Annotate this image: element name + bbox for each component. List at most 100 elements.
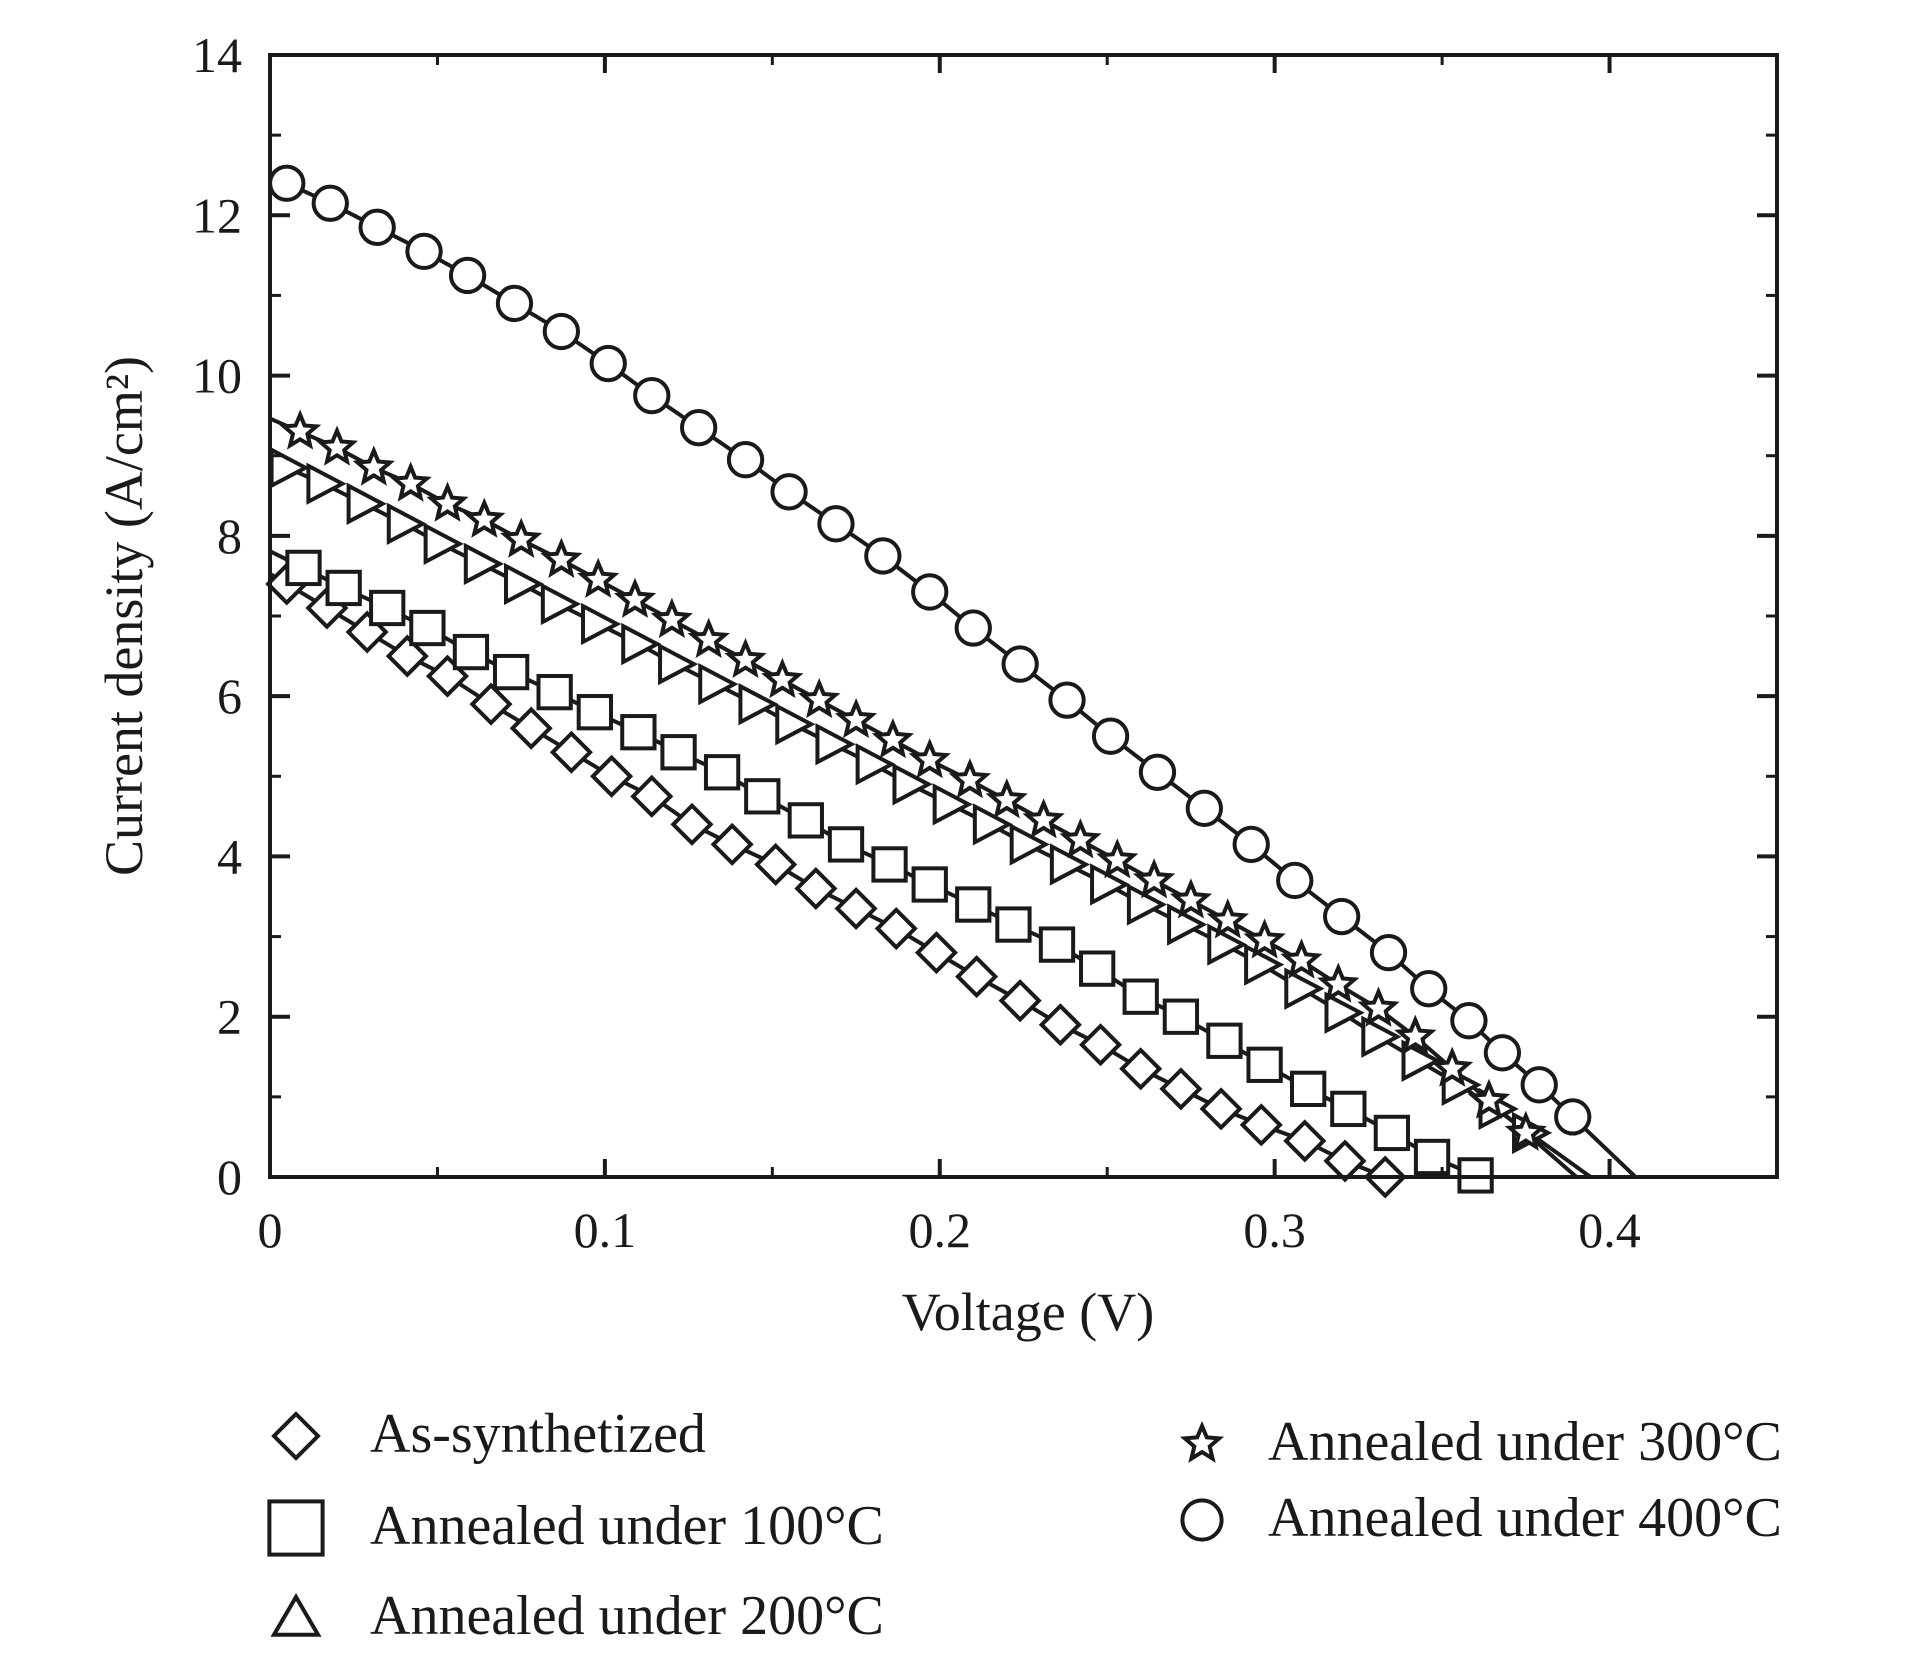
data-point-circle bbox=[864, 537, 902, 575]
data-point-star bbox=[1243, 918, 1286, 959]
data-point-square bbox=[660, 734, 697, 771]
data-point-circle bbox=[1369, 933, 1408, 972]
data-point-diamond bbox=[710, 822, 754, 866]
legend: As-synthetized Annealed under 100°C Anneal… bbox=[267, 1403, 1782, 1647]
data-point-circle bbox=[1554, 1098, 1592, 1136]
data-point-square bbox=[1079, 950, 1116, 987]
data-point-square bbox=[827, 826, 865, 863]
data-point-diamond bbox=[469, 682, 513, 726]
data-point-diamond bbox=[1038, 1003, 1082, 1047]
axis-ticks: 0 0.1 0.2 0.3 0.4 0 2 4 6 8 10 12 14 bbox=[192, 27, 1779, 1258]
data-point-square bbox=[744, 778, 781, 815]
data-point-triangle bbox=[1361, 1015, 1402, 1058]
data-point-circle bbox=[954, 609, 992, 647]
data-point-circle bbox=[358, 208, 396, 246]
data-point-triangle bbox=[1401, 1039, 1442, 1082]
data-point-diamond bbox=[549, 730, 593, 774]
legend-marker-circle bbox=[1180, 1498, 1224, 1542]
data-point-triangle bbox=[1049, 843, 1091, 886]
data-point-star bbox=[1022, 798, 1065, 839]
data-point-triangle bbox=[540, 582, 582, 626]
x-axis-title: Voltage (V) bbox=[902, 1282, 1154, 1342]
data-point-diamond bbox=[1283, 1119, 1327, 1163]
data-point-square bbox=[1246, 1046, 1283, 1083]
x-tick-label: 0.3 bbox=[1243, 1202, 1306, 1258]
data-point-square bbox=[1290, 1070, 1327, 1107]
data-point-triangle bbox=[386, 502, 427, 545]
data-point-diamond bbox=[1323, 1139, 1367, 1183]
data-point-square bbox=[452, 633, 490, 671]
y-tick-label: 6 bbox=[217, 668, 242, 724]
data-point-triangle bbox=[1284, 967, 1325, 1010]
data-point-star bbox=[1280, 938, 1323, 979]
data-point-star bbox=[1394, 1014, 1437, 1055]
data-point-diamond bbox=[1078, 1023, 1123, 1067]
data-point-star bbox=[315, 425, 358, 466]
legend-marker-square bbox=[267, 1499, 325, 1557]
data-point-star bbox=[798, 678, 841, 719]
data-point-square bbox=[1162, 998, 1200, 1035]
data-point-circle bbox=[1232, 825, 1270, 864]
data-point-triangle bbox=[1167, 903, 1208, 946]
data-point-square bbox=[536, 673, 573, 711]
data-point-star bbox=[687, 617, 730, 659]
data-point-diamond bbox=[1119, 1047, 1163, 1091]
data-point-diamond bbox=[754, 842, 798, 886]
y-tick-label: 12 bbox=[192, 187, 242, 243]
data-point-circle bbox=[1048, 681, 1086, 719]
data-point-star bbox=[834, 698, 878, 739]
data-point-star bbox=[463, 497, 506, 538]
y-tick-label: 4 bbox=[217, 828, 242, 884]
data-point-circle bbox=[405, 232, 443, 271]
data-point-triangle bbox=[775, 703, 816, 746]
data-point-triangle bbox=[463, 542, 505, 586]
data-point-circle bbox=[911, 573, 949, 611]
data-point-circle bbox=[1185, 789, 1223, 828]
data-point-circle bbox=[542, 312, 581, 351]
data-point-star bbox=[908, 738, 951, 779]
fit-line bbox=[269, 416, 1578, 1179]
data-point-circle bbox=[1276, 861, 1314, 900]
data-point-star bbox=[1132, 858, 1176, 899]
fit-line bbox=[268, 572, 1386, 1179]
data-point-star bbox=[389, 461, 432, 502]
data-point-star bbox=[500, 517, 543, 558]
data-point-star bbox=[1169, 878, 1213, 919]
y-tick-label: 0 bbox=[217, 1149, 242, 1205]
data-point-triangle bbox=[621, 622, 662, 666]
data-point-star bbox=[1096, 838, 1139, 879]
data-point-triangle bbox=[658, 642, 699, 686]
data-point-square bbox=[871, 846, 908, 883]
data-point-circle bbox=[448, 256, 487, 295]
data-point-circle bbox=[1091, 717, 1130, 755]
data-point-star bbox=[650, 597, 693, 639]
data-point-star bbox=[871, 718, 915, 759]
x-tick-label: 0 bbox=[258, 1202, 283, 1258]
data-point-star bbox=[1357, 986, 1400, 1027]
data-point-triangle bbox=[1009, 823, 1050, 866]
data-point-star bbox=[948, 758, 992, 799]
data-point-circle bbox=[495, 284, 534, 323]
data-point-star bbox=[279, 409, 322, 450]
legend-item: Annealed under 300°C bbox=[1179, 1411, 1782, 1473]
legend-marker-diamond bbox=[271, 1411, 321, 1461]
data-point-diamond bbox=[509, 706, 553, 750]
data-point-circle bbox=[1483, 1034, 1522, 1072]
data-point-square bbox=[1206, 1022, 1243, 1059]
legend-marker-triangle bbox=[270, 1593, 322, 1637]
data-point-diamond bbox=[590, 754, 634, 798]
data-point-square bbox=[911, 866, 948, 903]
data-point-diamond bbox=[1239, 1103, 1283, 1147]
data-point-circle bbox=[1410, 970, 1448, 1008]
x-tick-label: 0.2 bbox=[909, 1202, 972, 1258]
data-point-triangle bbox=[972, 803, 1014, 846]
data-point-square bbox=[1373, 1114, 1411, 1152]
y-tick-label: 2 bbox=[217, 989, 242, 1045]
data-point-star bbox=[1431, 1046, 1474, 1087]
legend-item: Annealed under 200°C bbox=[270, 1585, 884, 1647]
data-point-square bbox=[285, 549, 322, 587]
data-point-circle bbox=[633, 376, 671, 415]
data-point-star bbox=[1504, 1110, 1547, 1151]
legend-label: Annealed under 100°C bbox=[370, 1495, 884, 1557]
